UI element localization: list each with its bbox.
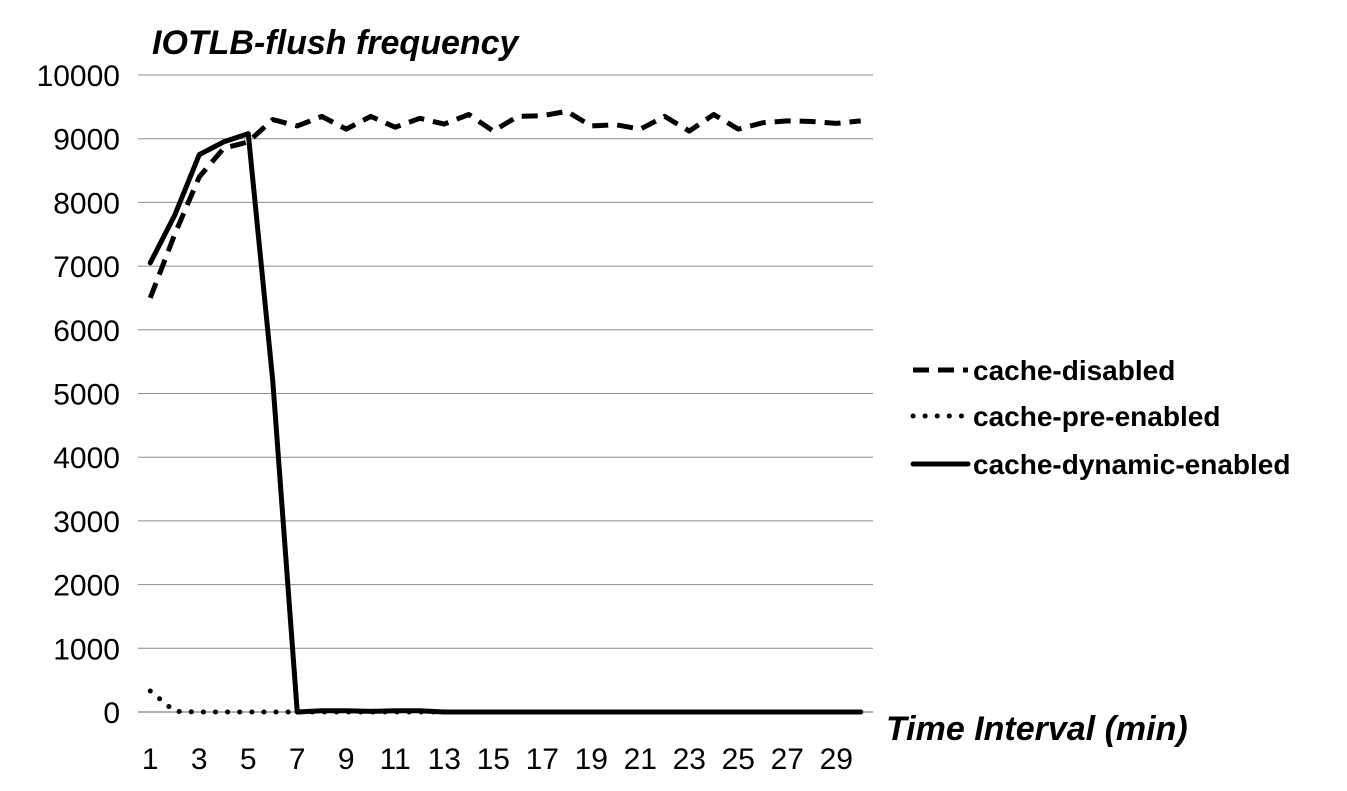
series-line-cache-disabled [147, 108, 862, 299]
y-tick-label: 5000 [53, 379, 120, 412]
y-tick-label: 1000 [53, 633, 120, 666]
y-tick-label: 2000 [53, 570, 120, 603]
x-tick-label: 5 [240, 743, 257, 776]
x-tick-label: 9 [338, 743, 355, 776]
x-tick-label: 3 [191, 743, 208, 776]
y-tick-label: 7000 [53, 251, 120, 284]
x-tick-label: 25 [722, 743, 755, 776]
series-line-cache-pre-enabled [147, 688, 864, 715]
x-tick-label: 19 [575, 743, 608, 776]
y-tick-label: 10000 [37, 60, 120, 93]
x-tick-label: 13 [428, 743, 461, 776]
y-tick-labels: 0 1000 2000 3000 4000 5000 6000 7000 8000 9000 100… [37, 60, 120, 730]
x-tick-label: 21 [624, 743, 657, 776]
y-tick-label: 4000 [53, 442, 120, 475]
y-tick-label: 6000 [53, 315, 120, 348]
x-tick-label: 15 [477, 743, 510, 776]
y-tick-label: 8000 [53, 187, 120, 220]
legend-label-cache-pre-enabled: cache-pre-enabled [973, 401, 1220, 432]
series-lines [147, 108, 864, 715]
legend: cache-disabled cache-pre-enabled cache-dyn… [910, 355, 1290, 480]
x-axis-title: Time Interval (min) [886, 710, 1188, 748]
y-tick-label: 9000 [53, 124, 120, 157]
legend-label-cache-disabled: cache-disabled [973, 355, 1175, 386]
legend-label-cache-dynamic-enabled: cache-dynamic-enabled [973, 449, 1290, 480]
y-tick-label: 3000 [53, 506, 120, 539]
x-tick-labels: 1 3 5 7 9 11 13 15 17 19 21 23 25 27 29 [142, 743, 853, 776]
x-tick-label: 27 [771, 743, 804, 776]
series-line-cache-dynamic-enabled [147, 131, 864, 715]
gridlines [138, 74, 873, 713]
x-tick-label: 1 [142, 743, 159, 776]
x-tick-label: 17 [526, 743, 559, 776]
y-tick-label: 0 [103, 697, 120, 730]
x-tick-label: 11 [380, 743, 411, 776]
chart-title: IOTLB-flush frequency [152, 24, 521, 62]
x-tick-label: 29 [820, 743, 853, 776]
x-tick-label: 7 [289, 743, 306, 776]
x-tick-label: 23 [673, 743, 706, 776]
